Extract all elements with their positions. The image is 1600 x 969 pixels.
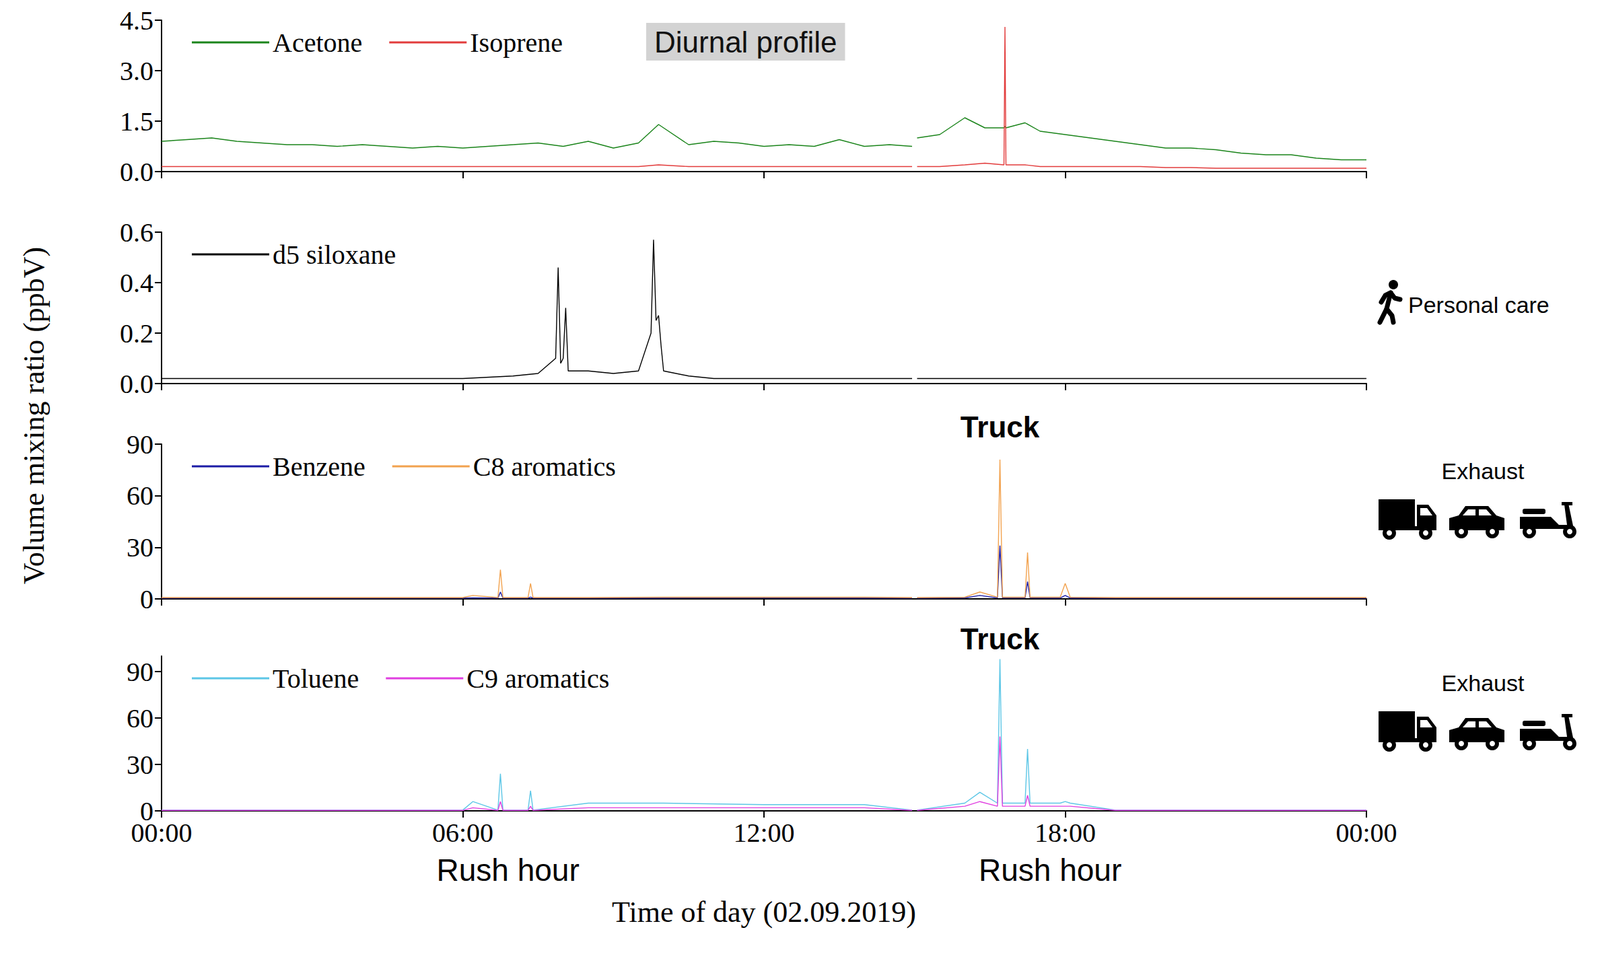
svg-text:Benzene: Benzene — [272, 451, 366, 482]
svg-text:4.5: 4.5 — [119, 5, 154, 36]
svg-text:d5 siloxane: d5 siloxane — [272, 239, 396, 270]
svg-text:Truck: Truck — [960, 410, 1040, 444]
svg-text:90: 90 — [126, 429, 154, 460]
svg-text:Toluene: Toluene — [272, 663, 359, 694]
svg-text:Truck: Truck — [960, 622, 1040, 656]
svg-text:0.6: 0.6 — [119, 217, 154, 248]
svg-text:90: 90 — [126, 656, 154, 688]
svg-text:3.0: 3.0 — [119, 55, 154, 87]
svg-text:0.0: 0.0 — [119, 156, 154, 188]
svg-text:Rush hour: Rush hour — [978, 852, 1122, 888]
svg-text:Volume mixing ratio (ppbV): Volume mixing ratio (ppbV) — [17, 247, 51, 585]
svg-text:Time of day (02.09.2019): Time of day (02.09.2019) — [611, 895, 917, 929]
svg-text:C9 aromatics: C9 aromatics — [466, 663, 610, 694]
svg-text:60: 60 — [126, 703, 154, 734]
svg-text:Rush hour: Rush hour — [436, 852, 580, 888]
svg-text:00:00: 00:00 — [130, 817, 192, 849]
svg-text:Diurnal profile: Diurnal profile — [654, 25, 837, 59]
svg-text:30: 30 — [126, 532, 154, 563]
svg-text:Acetone: Acetone — [272, 27, 363, 58]
svg-text:1.5: 1.5 — [119, 106, 154, 137]
svg-text:30: 30 — [126, 749, 154, 781]
svg-text:0.0: 0.0 — [119, 368, 154, 400]
svg-text:0.4: 0.4 — [119, 267, 154, 299]
svg-text:0: 0 — [140, 584, 154, 615]
svg-text:00:00: 00:00 — [1335, 817, 1397, 849]
svg-text:06:00: 06:00 — [432, 817, 494, 849]
svg-text:0: 0 — [140, 795, 154, 827]
svg-text:Exhaust: Exhaust — [1441, 458, 1525, 484]
svg-text:Exhaust: Exhaust — [1441, 670, 1525, 697]
svg-text:Isoprene: Isoprene — [469, 27, 563, 58]
svg-text:0.2: 0.2 — [119, 318, 154, 349]
svg-text:C8 aromatics: C8 aromatics — [473, 451, 616, 482]
svg-text:12:00: 12:00 — [733, 817, 795, 849]
svg-text:18:00: 18:00 — [1034, 817, 1096, 849]
svg-text:60: 60 — [126, 480, 154, 511]
svg-text:Personal care: Personal care — [1408, 292, 1550, 318]
